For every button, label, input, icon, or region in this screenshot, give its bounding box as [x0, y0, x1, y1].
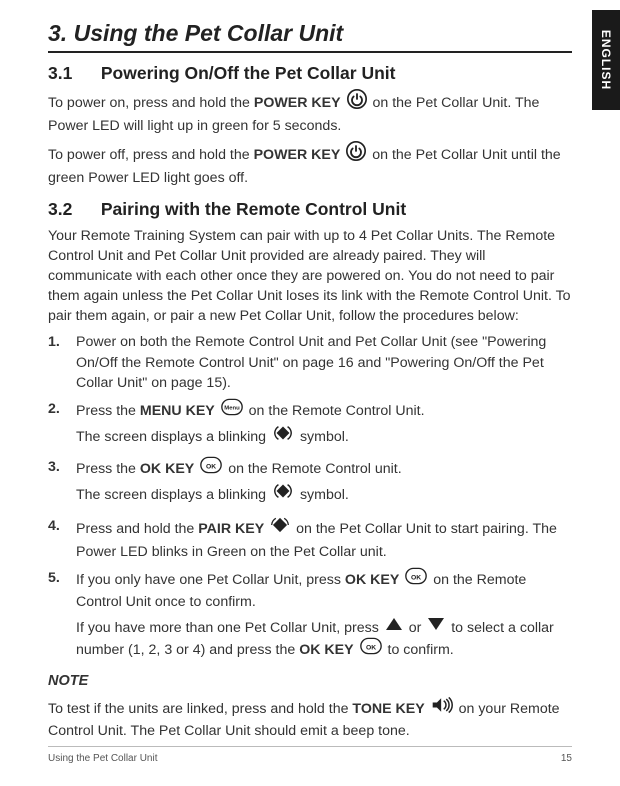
- text: Press the: [76, 461, 140, 477]
- text: To power on, press and hold the: [48, 95, 254, 111]
- section-3-2-heading: 3.2 Pairing with the Remote Control Unit: [48, 199, 572, 220]
- text: To power off, press and hold the: [48, 147, 254, 163]
- text: to confirm.: [388, 642, 454, 658]
- step-number: 3.: [48, 457, 60, 477]
- text: If you have more than one Pet Collar Uni…: [76, 620, 383, 636]
- text: or: [409, 620, 426, 636]
- pair-key-label: PAIR KEY: [198, 520, 264, 536]
- language-tab: ENGLISH: [592, 10, 620, 110]
- pair-diamond-icon: [270, 515, 290, 541]
- section-3-1-title: Powering On/Off the Pet Collar Unit: [101, 63, 396, 83]
- svg-text:OK: OK: [411, 574, 421, 581]
- text: The screen displays a blinking: [76, 487, 270, 503]
- language-tab-label: ENGLISH: [599, 30, 613, 90]
- text: on the Remote Control Unit.: [249, 403, 425, 419]
- page-footer: Using the Pet Collar Unit 15: [48, 746, 572, 764]
- power-key-label: POWER KEY: [254, 95, 341, 111]
- text: If you only have one Pet Collar Unit, pr…: [76, 572, 345, 588]
- step-number: 4.: [48, 516, 60, 536]
- chapter-title: Using the Pet Collar Unit: [74, 20, 344, 46]
- step-text: Power on both the Remote Control Unit an…: [76, 334, 546, 390]
- ok-key-label: OK KEY: [299, 642, 353, 658]
- step-1: 1. Power on both the Remote Control Unit…: [48, 332, 572, 392]
- svg-text:OK: OK: [206, 464, 216, 471]
- step-number: 1.: [48, 332, 60, 352]
- text: symbol.: [300, 429, 349, 445]
- step-2: 2. Press the MENU KEY Menu on the Remote…: [48, 399, 572, 451]
- sec31-paragraph-1: To power on, press and hold the POWER KE…: [48, 90, 572, 136]
- section-3-1-heading: 3.1 Powering On/Off the Pet Collar Unit: [48, 63, 572, 84]
- chapter-number: 3.: [48, 20, 67, 46]
- note-label: NOTE: [48, 671, 572, 692]
- tone-icon: [431, 696, 453, 720]
- ok-key-label: OK KEY: [140, 461, 194, 477]
- tone-key-label: TONE KEY: [352, 701, 424, 717]
- text: symbol.: [300, 487, 349, 503]
- signal-diamond-icon: [272, 480, 294, 508]
- step-number: 5.: [48, 568, 60, 588]
- sec32-intro: Your Remote Training System can pair wit…: [48, 226, 572, 327]
- text: The screen displays a blinking: [76, 429, 270, 445]
- power-icon: [347, 89, 367, 115]
- chapter-heading: 3. Using the Pet Collar Unit: [48, 20, 572, 53]
- up-triangle-icon: [385, 617, 403, 637]
- ok-button-icon: OK: [360, 637, 382, 661]
- power-key-label: POWER KEY: [254, 147, 341, 163]
- step-number: 2.: [48, 399, 60, 419]
- signal-diamond-icon: [272, 422, 294, 450]
- svg-text:Menu: Menu: [224, 405, 240, 411]
- step-3: 3. Press the OK KEY OK on the Remote Con…: [48, 457, 572, 509]
- step-5-line2: If you have more than one Pet Collar Uni…: [76, 618, 572, 662]
- step-5: 5. If you only have one Pet Collar Unit,…: [48, 568, 572, 663]
- text: on the Remote Control unit.: [228, 461, 402, 477]
- sec31-paragraph-2: To power off, press and hold the POWER K…: [48, 142, 572, 188]
- ok-key-label: OK KEY: [345, 572, 399, 588]
- section-3-1-number: 3.1: [48, 63, 96, 84]
- text: To test if the units are linked, press a…: [48, 701, 352, 717]
- footer-page-number: 15: [561, 753, 572, 764]
- step-4: 4. Press and hold the PAIR KEY on the Pe…: [48, 516, 572, 562]
- section-3-2-number: 3.2: [48, 199, 96, 220]
- ok-button-icon: OK: [200, 456, 222, 480]
- menu-key-label: MENU KEY: [140, 403, 215, 419]
- page: ENGLISH 3. Using the Pet Collar Unit 3.1…: [0, 0, 620, 786]
- footer-left: Using the Pet Collar Unit: [48, 753, 158, 764]
- power-icon: [346, 141, 366, 167]
- note-text: To test if the units are linked, press a…: [48, 697, 572, 741]
- menu-button-icon: Menu: [221, 398, 243, 422]
- section-3-2-title: Pairing with the Remote Control Unit: [101, 199, 406, 219]
- text: Press the: [76, 403, 140, 419]
- svg-text:OK: OK: [365, 645, 375, 652]
- text: Press and hold the: [76, 520, 198, 536]
- down-triangle-icon: [427, 617, 445, 637]
- pairing-steps: 1. Power on both the Remote Control Unit…: [48, 332, 572, 662]
- ok-button-icon: OK: [405, 567, 427, 591]
